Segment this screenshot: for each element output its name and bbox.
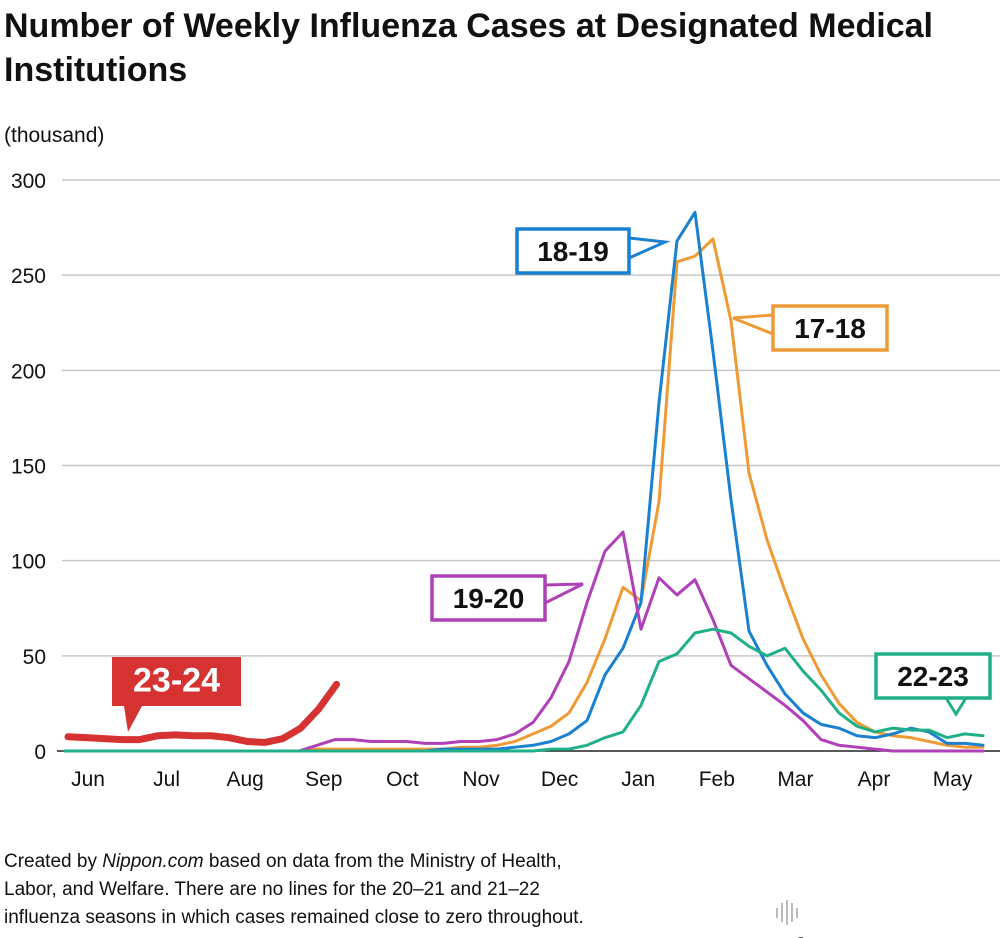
label-text: 23-24	[133, 662, 220, 700]
nippon-logo: nippon.com	[775, 893, 1000, 938]
note-text: influenza seasons in which cases remaine…	[4, 907, 584, 928]
x-tick-label: Oct	[386, 768, 419, 791]
y-tick-label: 300	[11, 170, 46, 193]
source-note: Created by Nippon.com based on data from…	[4, 848, 764, 932]
series-label-23-24: 23-24	[112, 657, 241, 732]
label-box	[112, 657, 241, 706]
x-tick-label: Aug	[227, 768, 264, 791]
x-tick-label: Jul	[153, 768, 180, 791]
label-pointer	[732, 313, 774, 336]
label-pointer	[544, 582, 584, 605]
note-text: Labor, and Welfare. There are no lines f…	[4, 879, 540, 900]
y-tick-label: 50	[23, 646, 46, 669]
note-source-name: Nippon.com	[102, 851, 204, 872]
series-label-18-19: 18-19	[515, 227, 671, 275]
chart-title: Number of Weekly Influenza Cases at Desi…	[4, 7, 933, 89]
x-tick-label: Jun	[71, 768, 105, 791]
label-text: 19-20	[453, 583, 525, 614]
label-pointer	[124, 706, 142, 732]
label-box	[874, 652, 992, 700]
y-tick-label: 0	[34, 741, 46, 764]
y-tick-label: 250	[11, 265, 46, 288]
y-tick-label: 200	[11, 360, 46, 383]
x-tick-label: Feb	[699, 768, 735, 791]
note-text: based on data from the Ministry of Healt…	[203, 851, 562, 872]
x-tick-label: Apr	[858, 768, 891, 791]
label-text: 17-18	[794, 313, 866, 344]
x-tick-label: Sep	[305, 768, 342, 791]
logo-mark-icon	[776, 900, 798, 925]
label-pointer	[944, 697, 968, 717]
series-line-22-23	[63, 627, 985, 753]
label-box	[771, 304, 889, 352]
y-tick-label: 150	[11, 456, 46, 479]
label-box	[515, 227, 631, 275]
label-text: 22-23	[897, 661, 969, 692]
label-pointer	[628, 236, 671, 260]
y-tick-label: 100	[11, 551, 46, 574]
series-line-23-24	[64, 680, 340, 746]
label-box	[430, 574, 547, 622]
y-axis-unit-label: (thousand)	[4, 124, 105, 147]
x-tick-label: May	[933, 768, 973, 791]
series-label-17-18: 17-18	[732, 304, 889, 352]
label-text: 18-19	[537, 236, 609, 267]
x-tick-label: Nov	[462, 768, 500, 791]
x-tick-label: Mar	[777, 768, 813, 791]
x-tick-label: Dec	[541, 768, 578, 791]
x-tick-label: Jan	[621, 768, 655, 791]
series-label-19-20: 19-20	[430, 574, 584, 622]
note-text: Created by	[4, 851, 103, 872]
series-label-22-23: 22-23	[874, 652, 992, 717]
